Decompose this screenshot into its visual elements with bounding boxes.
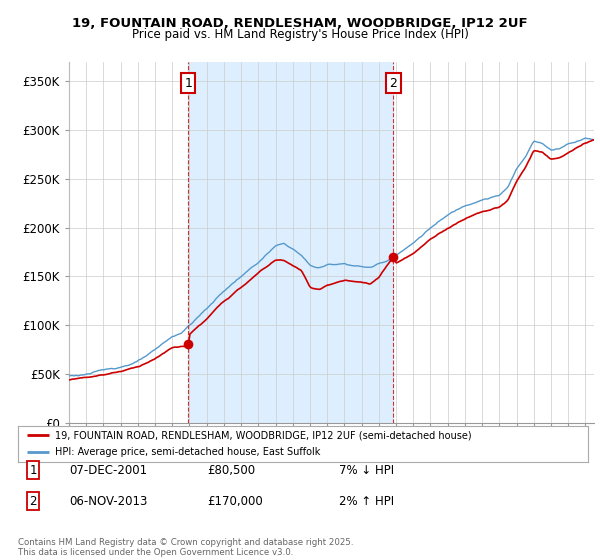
Text: 1: 1 bbox=[184, 77, 192, 90]
Text: 06-NOV-2013: 06-NOV-2013 bbox=[69, 494, 148, 508]
Text: 07-DEC-2001: 07-DEC-2001 bbox=[69, 464, 147, 477]
Text: £80,500: £80,500 bbox=[207, 464, 255, 477]
Text: 19, FOUNTAIN ROAD, RENDLESHAM, WOODBRIDGE, IP12 2UF: 19, FOUNTAIN ROAD, RENDLESHAM, WOODBRIDG… bbox=[72, 17, 528, 30]
Text: 1: 1 bbox=[29, 464, 37, 477]
Text: Contains HM Land Registry data © Crown copyright and database right 2025.
This d: Contains HM Land Registry data © Crown c… bbox=[18, 538, 353, 557]
Text: HPI: Average price, semi-detached house, East Suffolk: HPI: Average price, semi-detached house,… bbox=[55, 447, 320, 457]
Text: 2: 2 bbox=[29, 494, 37, 508]
Text: Price paid vs. HM Land Registry's House Price Index (HPI): Price paid vs. HM Land Registry's House … bbox=[131, 28, 469, 41]
Text: 2: 2 bbox=[389, 77, 397, 90]
Text: 2% ↑ HPI: 2% ↑ HPI bbox=[339, 494, 394, 508]
Text: 19, FOUNTAIN ROAD, RENDLESHAM, WOODBRIDGE, IP12 2UF (semi-detached house): 19, FOUNTAIN ROAD, RENDLESHAM, WOODBRIDG… bbox=[55, 431, 472, 440]
Bar bbox=[188, 62, 394, 423]
Text: 7% ↓ HPI: 7% ↓ HPI bbox=[339, 464, 394, 477]
Text: £170,000: £170,000 bbox=[207, 494, 263, 508]
